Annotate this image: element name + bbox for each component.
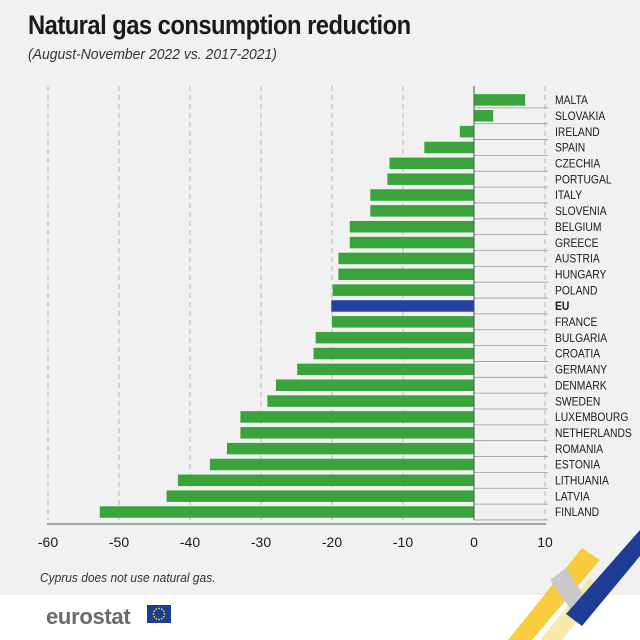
bar-poland	[332, 284, 474, 296]
category-label-austria: AUSTRIA	[555, 253, 600, 266]
category-label-eu: EU	[555, 301, 569, 314]
flag-star	[162, 610, 165, 613]
decorative-ribbon-graphic	[508, 530, 640, 640]
category-label-greece: GREECE	[555, 237, 599, 250]
flag-star	[153, 615, 156, 618]
x-tick-label: -20	[322, 534, 342, 550]
bar-finland	[99, 506, 474, 518]
category-label-ireland: IRELAND	[555, 126, 600, 139]
category-label-croatia: CROATIA	[555, 348, 601, 361]
category-label-spain: SPAIN	[555, 142, 585, 155]
bar-lithuania	[177, 474, 474, 487]
flag-star	[158, 618, 160, 621]
category-label-portugal: PORTUGAL	[555, 174, 612, 187]
eurostat-logo: eurostat	[46, 604, 131, 629]
category-label-germany: GERMANY	[555, 364, 608, 377]
bar-hungary	[338, 268, 474, 281]
bar-italy	[370, 189, 474, 201]
x-tick-label: -10	[393, 534, 413, 550]
bar-portugal	[387, 173, 474, 185]
chart-title: Natural gas consumption reduction	[28, 10, 411, 40]
category-label-czechia: CZECHIA	[555, 158, 601, 171]
bar-sweden	[267, 395, 474, 407]
category-label-denmark: DENMARK	[555, 380, 607, 393]
category-label-estonia: ESTONIA	[555, 459, 601, 472]
category-label-italy: ITALY	[555, 190, 583, 203]
bar-malta	[474, 94, 526, 106]
chart-subtitle: (August-November 2022 vs. 2017-2021)	[28, 46, 277, 63]
bar-chart: MALTA SLOVAKIA IRELAND SPAIN CZECHIA PORTUGAL…	[38, 86, 632, 550]
bar-spain	[424, 141, 474, 154]
bar-bulgaria	[315, 331, 474, 344]
category-label-hungary: HUNGARY	[555, 269, 607, 282]
bar-denmark	[275, 379, 474, 391]
category-label-netherlands: NETHERLANDS	[555, 427, 632, 440]
bar-slovakia	[474, 110, 494, 122]
flag-star	[158, 607, 160, 610]
bar-latvia	[166, 490, 474, 502]
category-label-bulgaria: BULGARIA	[555, 332, 608, 345]
category-label-slovakia: SLOVAKIA	[555, 110, 606, 123]
flag-star	[155, 608, 158, 611]
category-label-malta: MALTA	[555, 94, 588, 107]
bar-austria	[338, 252, 474, 265]
bar-estonia	[209, 458, 474, 471]
x-tick-label: -50	[109, 534, 129, 550]
eu-flag-icon	[147, 605, 171, 623]
flag-star	[162, 615, 165, 618]
category-label-poland: POLAND	[555, 285, 597, 298]
x-tick-label: -40	[180, 534, 200, 550]
x-tick-label: -60	[38, 534, 58, 550]
bar-ireland	[459, 125, 474, 138]
x-tick-label: 10	[537, 534, 553, 550]
bar-czechia	[389, 157, 474, 170]
bar-belgium	[349, 220, 474, 233]
category-label-belgium: BELGIUM	[555, 221, 601, 234]
bar-croatia	[313, 347, 474, 360]
category-label-sweden: SWEDEN	[555, 396, 600, 409]
category-label-romania: ROMANIA	[555, 443, 604, 456]
category-label-slovenia: SLOVENIA	[555, 205, 607, 218]
category-label-finland: FINLAND	[555, 507, 599, 520]
bar-slovenia	[370, 205, 474, 217]
footnote: Cyprus does not use natural gas.	[40, 570, 216, 585]
flag-star	[155, 617, 158, 620]
category-label-luxembourg: LUXEMBOURG	[555, 411, 628, 424]
x-tick-label: 0	[470, 534, 478, 550]
bar-eu	[331, 300, 474, 312]
flag-star	[152, 613, 155, 615]
flag-star	[153, 610, 156, 613]
flag-star	[160, 608, 163, 611]
category-label-latvia: LATVIA	[555, 491, 590, 504]
bar-greece	[349, 236, 474, 249]
bar-france	[332, 316, 474, 328]
flag-star	[160, 617, 163, 620]
bar-germany	[297, 363, 474, 376]
bar-netherlands	[240, 427, 474, 439]
x-tick-label: -30	[251, 534, 271, 550]
category-label-france: FRANCE	[555, 316, 597, 329]
flag-star	[163, 613, 166, 615]
bar-luxembourg	[240, 411, 474, 423]
category-label-lithuania: LITHUANIA	[555, 475, 609, 488]
bar-romania	[226, 442, 474, 455]
